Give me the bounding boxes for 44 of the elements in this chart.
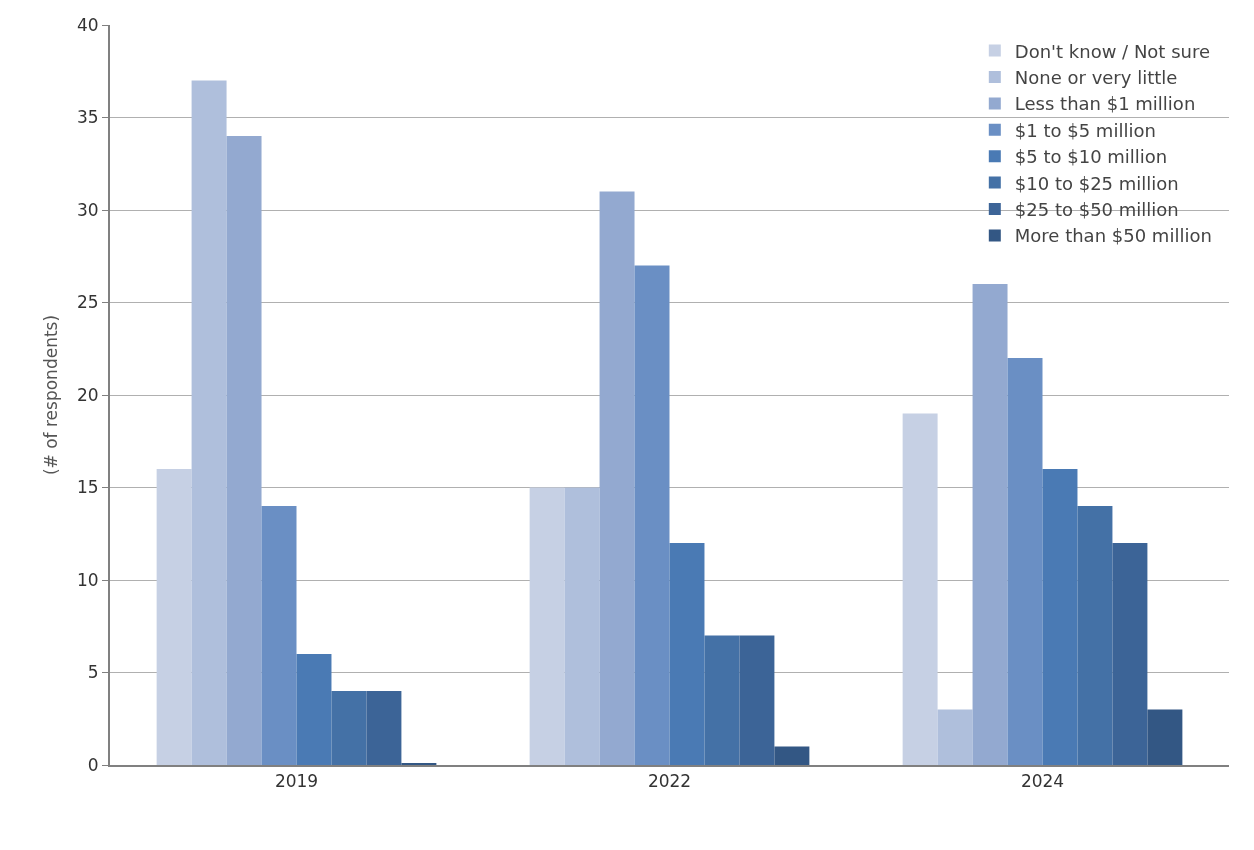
bar <box>704 635 740 765</box>
bar <box>1077 506 1113 765</box>
legend-label: None or very little <box>1014 67 1178 89</box>
bar <box>366 691 402 765</box>
legend-label: $1 to $5 million <box>1014 119 1156 141</box>
bar <box>226 136 262 765</box>
bar <box>937 709 973 765</box>
y-axis-title: (# of respondents) <box>41 314 62 476</box>
bar <box>902 413 938 765</box>
y-tick-label: 5 <box>87 662 99 683</box>
legend-label: Don't know / Not sure <box>1014 40 1211 62</box>
y-tick-label: 25 <box>76 292 99 313</box>
y-tick-label: 0 <box>87 754 99 775</box>
y-tick-label: 30 <box>76 199 99 220</box>
y-tick-label: 40 <box>76 14 99 35</box>
legend-label: $25 to $50 million <box>1014 199 1179 221</box>
legend-label: More than $50 million <box>1014 225 1212 247</box>
x-tick-label: 2022 <box>647 771 692 792</box>
bar <box>564 487 600 765</box>
bar <box>774 746 810 765</box>
y-tick-label: 35 <box>76 107 99 128</box>
y-tick-label: 10 <box>76 569 99 590</box>
bar <box>191 80 227 765</box>
bar <box>1007 358 1043 765</box>
bar <box>1147 709 1183 765</box>
bar <box>296 654 332 765</box>
bar <box>669 543 705 765</box>
bar <box>972 284 1008 765</box>
bar <box>634 265 670 765</box>
y-tick-label: 20 <box>76 384 99 405</box>
bar <box>1112 543 1148 765</box>
legend-label: Less than $1 million <box>1014 93 1196 115</box>
bar <box>1042 469 1078 765</box>
bar <box>739 635 775 765</box>
legend-label: $10 to $25 million <box>1014 172 1179 194</box>
bar <box>331 691 367 765</box>
x-tick-label: 2024 <box>1020 771 1065 792</box>
bar <box>156 469 192 765</box>
bar <box>529 487 565 765</box>
legend-label: $5 to $10 million <box>1014 146 1168 168</box>
y-tick-label: 15 <box>76 477 99 498</box>
bar <box>599 191 635 765</box>
bar <box>261 506 297 765</box>
x-tick-label: 2019 <box>274 771 319 792</box>
